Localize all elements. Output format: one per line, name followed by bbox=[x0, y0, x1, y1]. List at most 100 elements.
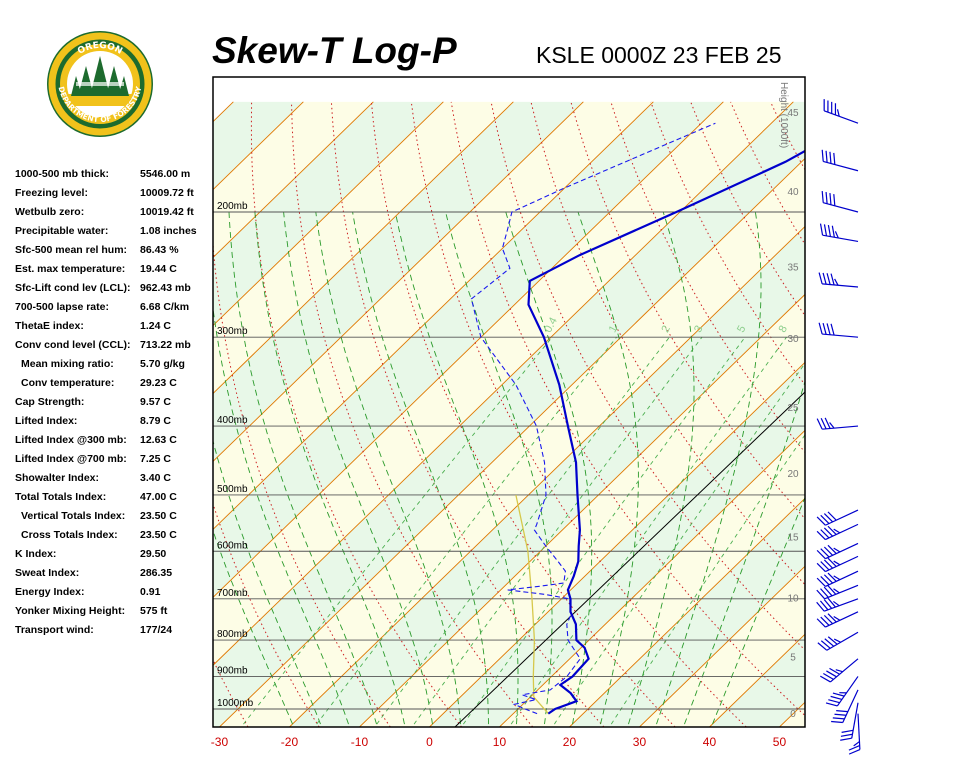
wind-barb-staff bbox=[822, 425, 859, 430]
wind-barb-feather bbox=[841, 729, 854, 733]
dry-adiabat bbox=[850, 102, 960, 727]
reference-diagonal bbox=[454, 391, 805, 727]
wind-barb-staff bbox=[825, 611, 859, 628]
wind-barb bbox=[816, 597, 859, 612]
param-value: 575 ft bbox=[140, 605, 168, 617]
param-label: Freezing level: bbox=[15, 187, 88, 199]
dry-adiabat bbox=[75, 102, 177, 727]
param-value: 23.50 C bbox=[140, 529, 177, 541]
wind-barb bbox=[816, 555, 859, 573]
param-label: Transport wind: bbox=[15, 624, 94, 636]
wind-barb-feather bbox=[827, 224, 832, 237]
wind-barb bbox=[816, 542, 859, 560]
isobar-label: 700mb bbox=[217, 588, 248, 599]
x-tick-label: 0 bbox=[426, 735, 433, 749]
isotherm bbox=[359, 293, 805, 727]
wind-barb-feather bbox=[831, 720, 843, 724]
plot-frame bbox=[212, 76, 806, 728]
wind-barb-staff bbox=[825, 542, 859, 560]
param-value: 8.79 C bbox=[140, 415, 171, 427]
wind-barb-feather bbox=[823, 673, 834, 680]
wind-barb-feather bbox=[829, 667, 840, 675]
wind-barb bbox=[821, 149, 859, 172]
wind-barb bbox=[823, 99, 859, 124]
wind-barb-feather bbox=[833, 528, 841, 534]
isobar-label: 300mb bbox=[217, 326, 248, 337]
wind-barb-feather bbox=[825, 702, 838, 707]
param-value: 177/24 bbox=[140, 624, 173, 636]
param-label: K Index: bbox=[15, 548, 57, 560]
isotherm bbox=[219, 157, 805, 727]
param-label: Lifted Index @300 mb: bbox=[15, 434, 127, 446]
param-value: 0.91 bbox=[140, 586, 161, 598]
wind-barb-staff bbox=[822, 333, 859, 338]
param-label: Precipitable water: bbox=[15, 225, 109, 237]
wind-barb-feather bbox=[834, 231, 839, 239]
param-value: 23.50 C bbox=[140, 510, 177, 522]
isotherm bbox=[289, 225, 805, 727]
wind-barb-staff bbox=[830, 658, 859, 683]
x-tick-label: -20 bbox=[281, 735, 299, 749]
wind-barb-feather bbox=[819, 223, 824, 236]
wind-barb-feather bbox=[833, 588, 840, 594]
param-label: Yonker Mixing Height: bbox=[15, 605, 126, 617]
param-value: 12.63 C bbox=[140, 434, 177, 446]
wind-barb-feather bbox=[833, 638, 841, 643]
param-label: 700-500 lapse rate: bbox=[15, 301, 109, 313]
wind-barb-feather bbox=[820, 588, 829, 598]
moist-adiabat bbox=[684, 379, 805, 725]
param-label: Wetbulb zero: bbox=[15, 206, 85, 218]
wind-barb-feather bbox=[822, 322, 827, 335]
wind-barb-staff bbox=[842, 689, 859, 723]
wind-barb-feather bbox=[816, 577, 826, 587]
height-tick-label: 20 bbox=[787, 469, 799, 480]
mixing-ratio-line bbox=[376, 336, 670, 725]
wind-barb-feather bbox=[833, 560, 841, 566]
moist-adiabat bbox=[213, 439, 321, 725]
diagonal-line bbox=[454, 391, 805, 727]
moist-adiabat bbox=[505, 211, 593, 725]
isobar-label: 800mb bbox=[217, 629, 248, 640]
wind-barb-feather bbox=[827, 585, 837, 595]
height-axis-label: Height (1000ft) bbox=[778, 82, 789, 148]
moist-adiabat bbox=[628, 211, 695, 725]
param-value: 10009.72 ft bbox=[140, 187, 194, 199]
param-label: Total Totals Index: bbox=[15, 491, 107, 503]
wind-barb-staff bbox=[823, 202, 859, 213]
wind-barb-staff bbox=[824, 584, 859, 600]
wind-barb-staff bbox=[822, 234, 859, 243]
wind-barb-staff bbox=[836, 676, 859, 707]
parcel-trace bbox=[515, 494, 549, 715]
height-tick-label: 45 bbox=[787, 108, 799, 119]
x-tick-label: -10 bbox=[351, 735, 369, 749]
wind-barb bbox=[816, 417, 859, 430]
param-label: Conv cond level (CCL): bbox=[15, 339, 131, 351]
wind-barb-feather bbox=[821, 190, 824, 203]
isotherm bbox=[213, 101, 514, 395]
param-value: 286.35 bbox=[140, 567, 173, 579]
svg-text:OREGON: OREGON bbox=[76, 41, 124, 57]
wind-barb-feather bbox=[819, 675, 831, 683]
wind-barb-feather bbox=[822, 272, 827, 285]
temperature-axis: -30 -20 -10 0 10 20 30 40 50 bbox=[211, 735, 787, 749]
moist-adiabat bbox=[228, 211, 377, 725]
dry-adiabat bbox=[330, 101, 605, 727]
wind-barb-feather bbox=[816, 601, 825, 612]
wind-barb-feather bbox=[829, 151, 832, 164]
height-axis: Height (1000ft) 0 5 10 15 20 25 30 35 40 45 bbox=[778, 82, 799, 720]
param-value: 3.40 C bbox=[140, 472, 171, 484]
param-label: ThetaE index: bbox=[15, 320, 84, 332]
param-value: 7.25 C bbox=[140, 453, 171, 465]
wind-barb-feather bbox=[835, 669, 843, 673]
x-tick-label: 10 bbox=[493, 735, 507, 749]
wind-barb-feather bbox=[820, 514, 830, 524]
isobar-label: 200mb bbox=[217, 201, 248, 212]
wind-barb-feather bbox=[816, 549, 826, 560]
wind-barb-staff bbox=[826, 631, 859, 651]
mixing-ratio-label: 2 bbox=[659, 324, 672, 335]
isotherm bbox=[639, 565, 805, 727]
x-tick-label: 30 bbox=[633, 735, 647, 749]
mixing-ratio-label: 8 bbox=[777, 324, 790, 335]
wind-barb-feather bbox=[830, 273, 835, 286]
